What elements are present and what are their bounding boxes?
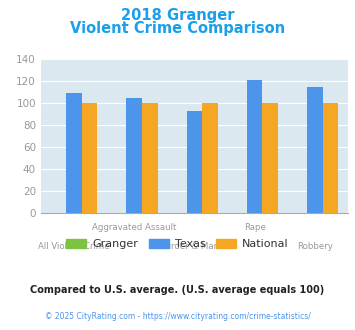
Bar bbox=[262, 103, 278, 213]
Bar bbox=[186, 111, 202, 213]
Text: Aggravated Assault: Aggravated Assault bbox=[92, 223, 176, 232]
Text: All Violent Crime: All Violent Crime bbox=[38, 242, 110, 251]
Text: Rape: Rape bbox=[244, 223, 266, 232]
Text: Compared to U.S. average. (U.S. average equals 100): Compared to U.S. average. (U.S. average … bbox=[31, 285, 324, 295]
Legend: Granger, Texas, National: Granger, Texas, National bbox=[62, 234, 293, 253]
Bar bbox=[247, 80, 262, 213]
Bar bbox=[142, 103, 158, 213]
Text: Murder & Mans...: Murder & Mans... bbox=[158, 242, 231, 251]
Bar bbox=[82, 103, 97, 213]
Text: Violent Crime Comparison: Violent Crime Comparison bbox=[70, 21, 285, 36]
Bar bbox=[323, 103, 338, 213]
Text: Robbery: Robbery bbox=[297, 242, 333, 251]
Bar bbox=[202, 103, 218, 213]
Text: 2018 Granger: 2018 Granger bbox=[121, 8, 234, 23]
Text: © 2025 CityRating.com - https://www.cityrating.com/crime-statistics/: © 2025 CityRating.com - https://www.city… bbox=[45, 312, 310, 321]
Bar bbox=[126, 98, 142, 213]
Bar bbox=[66, 93, 82, 213]
Bar bbox=[307, 87, 323, 213]
